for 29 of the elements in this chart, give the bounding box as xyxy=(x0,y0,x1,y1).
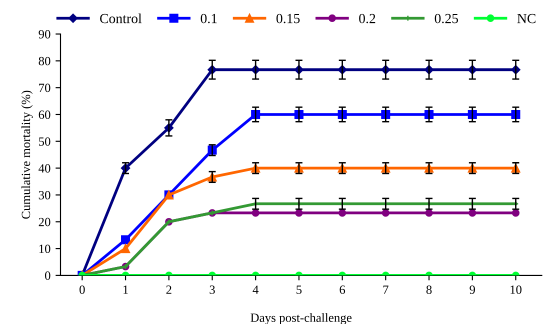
x-tick-label: 2 xyxy=(166,286,172,294)
x-tick-label: 5 xyxy=(296,286,302,294)
y-tick-label: 30 xyxy=(38,190,50,200)
y-tick-label: 20 xyxy=(38,218,50,226)
legend-label: NC xyxy=(517,14,536,24)
x-tick-label: 8 xyxy=(426,285,432,294)
y-tick-label: 70 xyxy=(39,84,50,92)
y-axis-title: Cumulative mortality (%) xyxy=(21,90,33,219)
y-tick-label: 90 xyxy=(38,30,50,38)
x-tick-label: 1 xyxy=(124,286,128,294)
y-tick-label: 50 xyxy=(39,137,50,146)
legend-label: 0.15 xyxy=(276,14,300,24)
legend-label: Control xyxy=(100,13,142,24)
legend-label: 0.1 xyxy=(200,14,217,24)
y-tick-label: 10 xyxy=(39,244,50,254)
x-tick-label: 7 xyxy=(383,286,388,294)
x-tick-label: 0 xyxy=(80,285,85,294)
x-tick-label: 9 xyxy=(470,286,475,294)
legend-label: 0.2 xyxy=(359,14,376,24)
y-tick-label: 40 xyxy=(38,164,50,173)
y-tick-label: 80 xyxy=(38,56,50,66)
x-tick-label: 4 xyxy=(252,286,259,294)
x-tick-label: 3 xyxy=(210,286,215,294)
legend-label: 0.25 xyxy=(434,14,458,24)
x-tick-label: 10 xyxy=(510,285,522,294)
x-axis-title: Days post-challenge xyxy=(250,313,352,324)
x-tick-label: 6 xyxy=(340,286,346,294)
y-tick-label: 0 xyxy=(45,271,50,280)
y-tick-label: 60 xyxy=(38,110,50,119)
